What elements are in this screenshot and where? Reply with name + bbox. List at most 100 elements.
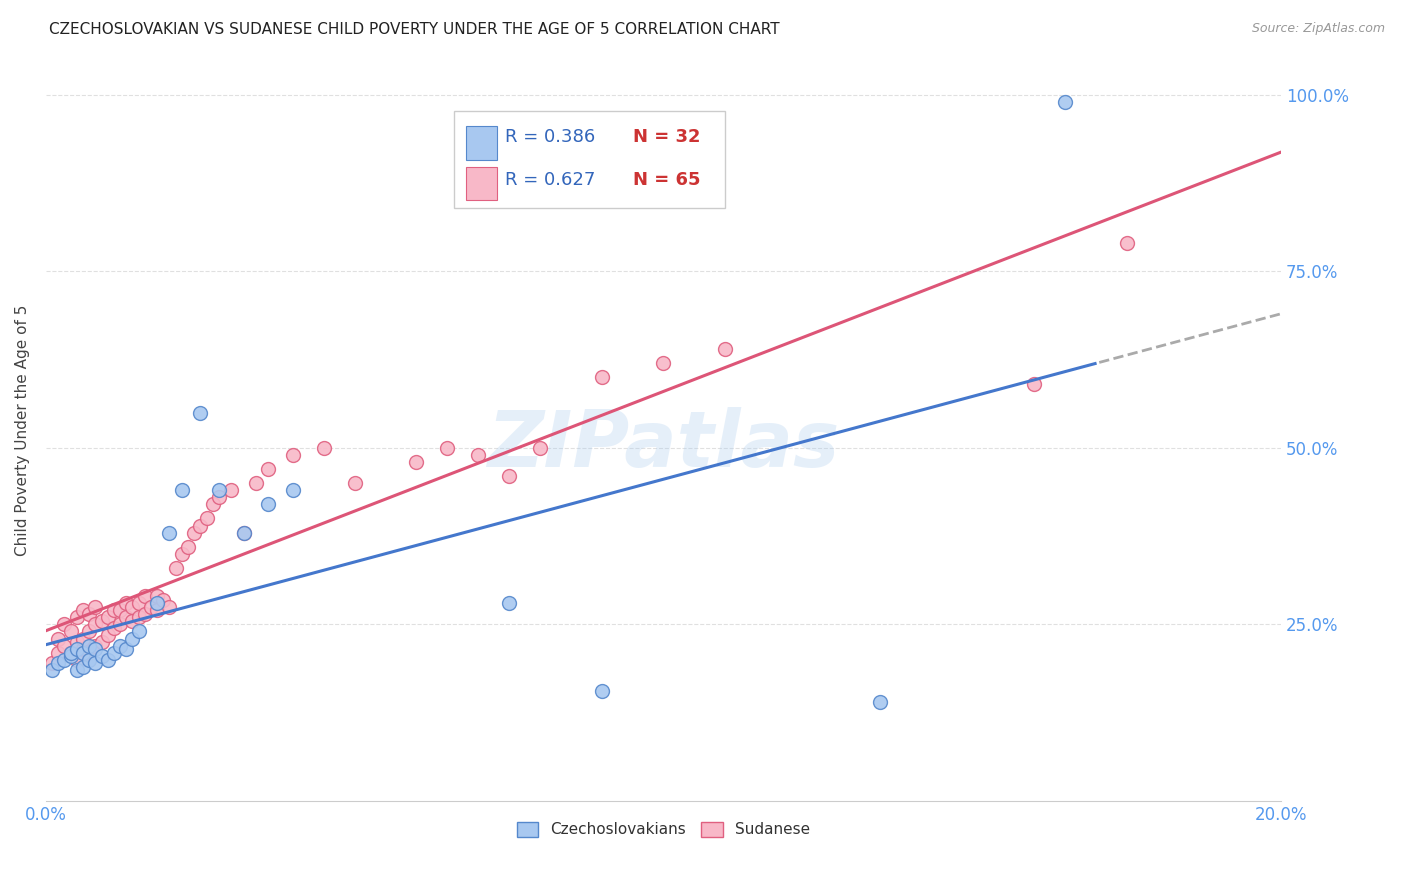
Point	[72, 642, 94, 657]
Point	[66, 635, 89, 649]
Point	[90, 614, 112, 628]
Point	[245, 476, 267, 491]
Point	[53, 653, 76, 667]
Point	[121, 632, 143, 646]
Point	[90, 635, 112, 649]
Point	[170, 483, 193, 498]
Point	[1115, 236, 1137, 251]
Point	[59, 624, 82, 639]
Point	[436, 441, 458, 455]
Point	[195, 511, 218, 525]
Point	[97, 653, 120, 667]
Point	[103, 603, 125, 617]
Point	[134, 607, 156, 621]
Text: R = 0.627: R = 0.627	[505, 170, 596, 189]
Text: Source: ZipAtlas.com: Source: ZipAtlas.com	[1251, 22, 1385, 36]
Point	[208, 491, 231, 505]
Point	[498, 469, 520, 483]
Text: CZECHOSLOVAKIAN VS SUDANESE CHILD POVERTY UNDER THE AGE OF 5 CORRELATION CHART: CZECHOSLOVAKIAN VS SUDANESE CHILD POVERT…	[49, 22, 780, 37]
Point	[103, 646, 125, 660]
Point	[90, 649, 112, 664]
Point	[591, 370, 613, 384]
Point	[59, 646, 82, 660]
Bar	[465, 167, 496, 201]
Point	[59, 649, 82, 664]
Point	[66, 610, 89, 624]
Point	[232, 525, 254, 540]
Point	[146, 603, 169, 617]
Point	[188, 518, 211, 533]
Point	[46, 646, 69, 660]
Point	[529, 441, 551, 455]
Point	[498, 596, 520, 610]
Point	[72, 646, 94, 660]
Point	[219, 483, 242, 498]
Point	[257, 497, 280, 511]
FancyBboxPatch shape	[454, 112, 725, 208]
Point	[108, 617, 131, 632]
Y-axis label: Child Poverty Under the Age of 5: Child Poverty Under the Age of 5	[15, 304, 30, 556]
Point	[467, 448, 489, 462]
Point	[115, 610, 138, 624]
Point	[108, 639, 131, 653]
Point	[591, 684, 613, 698]
Point	[1053, 95, 1076, 109]
Point	[77, 646, 100, 660]
Point	[115, 596, 138, 610]
Point	[714, 342, 737, 356]
Point	[53, 639, 76, 653]
Point	[46, 657, 69, 671]
Point	[115, 642, 138, 657]
Point	[188, 406, 211, 420]
Point	[152, 592, 174, 607]
Point	[128, 596, 150, 610]
Point	[77, 639, 100, 653]
Point	[84, 657, 107, 671]
Point	[46, 632, 69, 646]
Point	[208, 483, 231, 498]
Point	[312, 441, 335, 455]
Point	[84, 599, 107, 614]
Point	[72, 603, 94, 617]
Point	[128, 610, 150, 624]
Point	[170, 547, 193, 561]
Text: ZIPatlas: ZIPatlas	[488, 407, 839, 483]
Text: R = 0.386: R = 0.386	[505, 128, 596, 146]
Text: N = 65: N = 65	[633, 170, 700, 189]
Point	[146, 589, 169, 603]
Point	[84, 617, 107, 632]
Point	[77, 624, 100, 639]
Point	[1022, 377, 1045, 392]
Point	[77, 607, 100, 621]
Point	[146, 596, 169, 610]
Point	[97, 610, 120, 624]
Point	[128, 624, 150, 639]
Point	[869, 695, 891, 709]
Point	[103, 621, 125, 635]
Point	[121, 614, 143, 628]
Point	[232, 525, 254, 540]
Point	[121, 599, 143, 614]
Point	[97, 628, 120, 642]
Point	[66, 653, 89, 667]
Point	[84, 639, 107, 653]
Point	[41, 663, 63, 677]
Point	[159, 525, 181, 540]
Point	[343, 476, 366, 491]
Point	[72, 659, 94, 673]
Point	[134, 589, 156, 603]
Point	[165, 561, 187, 575]
Point	[77, 653, 100, 667]
Point	[41, 657, 63, 671]
Point	[84, 642, 107, 657]
Point	[177, 540, 200, 554]
Point	[652, 356, 675, 370]
Point	[66, 663, 89, 677]
Point	[281, 483, 304, 498]
Point	[53, 617, 76, 632]
Point	[281, 448, 304, 462]
Bar	[465, 127, 496, 160]
Point	[72, 632, 94, 646]
Point	[183, 525, 205, 540]
Point	[66, 642, 89, 657]
